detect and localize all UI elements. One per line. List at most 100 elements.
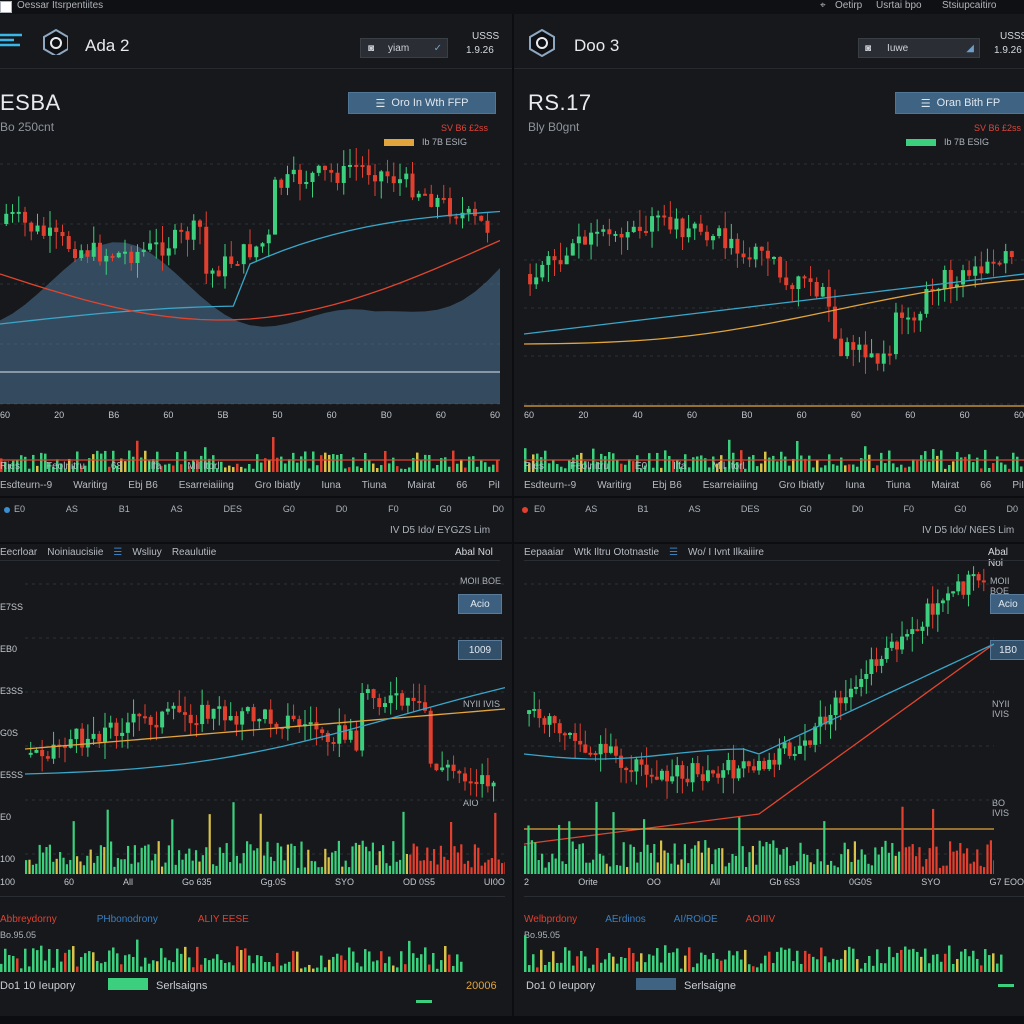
ctrl-labels-1[interactable]: AS <box>65 504 78 514</box>
ctrl-labels-0[interactable]: E0 <box>534 504 546 514</box>
tab-labels-3[interactable]: Esarreiaiiing <box>178 480 234 491</box>
tag-button-1[interactable]: Acio <box>458 594 502 614</box>
candle-body <box>29 222 34 232</box>
tab-labels-9[interactable]: PiI <box>1012 480 1024 491</box>
volume-bar <box>456 954 459 972</box>
x-tick-label: All <box>710 877 721 887</box>
ctrl-labels-4[interactable]: DES <box>740 504 760 514</box>
tab-labels-4[interactable]: Gro Ibiatly <box>254 480 301 491</box>
tag-button-2[interactable]: 1B0 <box>990 640 1024 660</box>
ctrl-labels-5[interactable]: G0 <box>799 504 812 514</box>
topbar-right-text-1[interactable]: Oetirp <box>835 0 863 11</box>
ctrl-labels-8[interactable]: G0 <box>439 504 452 514</box>
volume-bar <box>144 845 147 874</box>
tab-labels-4[interactable]: Gro Ibiatly <box>778 480 825 491</box>
volume-bar <box>428 454 431 472</box>
x-tick-label: 20 <box>54 410 65 420</box>
tab-labels-1[interactable]: Waritirg <box>73 480 108 491</box>
tab-labels-6[interactable]: Tiuna <box>885 480 911 491</box>
status-labels-2[interactable]: 68 <box>110 461 123 472</box>
tab-labels-8[interactable]: 66 <box>980 480 992 491</box>
candlestick-chart[interactable] <box>0 144 500 424</box>
candle-body <box>848 688 853 698</box>
x-tick-label: 50 <box>272 410 283 420</box>
ctrl-labels-8[interactable]: G0 <box>954 504 967 514</box>
volume-bar <box>84 953 87 972</box>
toolbar-select[interactable]: ◙ yiam ✓ <box>360 38 448 58</box>
ctrl-labels-9[interactable]: D0 <box>492 504 504 514</box>
tab-1[interactable]: Eecrloar <box>0 547 38 558</box>
status-labels-1[interactable]: Feolnitru <box>570 461 609 472</box>
candlestick-chart[interactable] <box>524 564 994 874</box>
toolbar-select[interactable]: ◙ Iuwe ◢ <box>858 38 980 58</box>
tab-1[interactable]: Eepaaiar <box>524 547 565 558</box>
volume-bar <box>720 455 723 472</box>
tab-3[interactable]: Wsliuy <box>132 547 162 558</box>
status-labels-4[interactable]: Mil Itorl <box>712 461 745 472</box>
ctrl-labels-6[interactable]: D0 <box>851 504 864 514</box>
status-labels-4[interactable]: Mil Itorl <box>187 461 220 472</box>
checkbox-icon[interactable] <box>0 1 12 13</box>
volume-bar <box>196 459 199 472</box>
ctrl-labels-4[interactable]: DES <box>223 504 243 514</box>
tab-labels-1[interactable]: Waritirg <box>597 480 632 491</box>
status-labels-3[interactable]: Ilfa <box>673 461 687 472</box>
volume-bar <box>748 964 751 972</box>
ctrl-labels-0[interactable]: E0 <box>14 504 26 514</box>
ctrl-labels-1[interactable]: AS <box>585 504 598 514</box>
tab-labels-7[interactable]: Mairat <box>931 480 960 491</box>
tab-labels-6[interactable]: Tiuna <box>361 480 387 491</box>
tab-labels-2[interactable]: Ebj B6 <box>128 480 158 491</box>
volume-bar <box>380 951 383 972</box>
tag-button-1[interactable]: Acio <box>990 594 1024 614</box>
tab-labels-5[interactable]: Iuna <box>845 480 865 491</box>
tab-2[interactable]: Noiniaucisiie <box>47 547 104 558</box>
volume-bar <box>191 860 194 874</box>
candlestick-chart[interactable] <box>524 144 1024 424</box>
candle-body <box>251 707 256 722</box>
ctrl-labels-7[interactable]: F0 <box>388 504 399 514</box>
control-row: E0 AS B1 AS DES G0 D0 F0 G0 D0 <box>534 504 1018 514</box>
volume-bar <box>419 860 422 874</box>
tab-3[interactable]: Wo/ I Ivnt Ilkaiiire <box>688 547 764 558</box>
tab-labels-0[interactable]: Esdteurn--9 <box>524 480 577 491</box>
tab-2[interactable]: Wtk Iltru Ototnastie <box>574 547 660 558</box>
volume-bar <box>188 957 191 972</box>
topbar-right-text-3[interactable]: Stsiupcaitiro <box>942 0 997 11</box>
volume-bar <box>376 960 379 972</box>
status-labels-0[interactable]: Ries <box>524 461 545 472</box>
ctrl-labels-7[interactable]: F0 <box>903 504 915 514</box>
tab-labels-7[interactable]: Mairat <box>407 480 436 491</box>
open-order-button[interactable]: ☰ Oran Bith FP <box>895 92 1024 114</box>
topbar-right-text-2[interactable]: Usrtai bpo <box>876 0 922 11</box>
ctrl-labels-3[interactable]: AS <box>688 504 701 514</box>
status-labels-2[interactable]: E0 <box>634 461 648 472</box>
tab-labels-2[interactable]: Ebj B6 <box>652 480 682 491</box>
open-order-button[interactable]: ☰ Oro In Wth FFP <box>348 92 496 114</box>
tab-labels-0[interactable]: Esdteurn--9 <box>0 480 53 491</box>
volume-bar <box>232 802 235 874</box>
ctrl-labels-3[interactable]: AS <box>170 504 183 514</box>
tag-button-2[interactable]: 1009 <box>458 640 502 660</box>
candle-body <box>143 716 147 719</box>
ctrl-labels-2[interactable]: B1 <box>118 504 130 514</box>
volume-bar <box>704 954 707 972</box>
tab-labels-3[interactable]: Esarreiaiiing <box>702 480 758 491</box>
status-labels-0[interactable]: Ries <box>0 461 21 472</box>
candle-body <box>967 270 972 276</box>
tab-labels-8[interactable]: 66 <box>456 480 468 491</box>
volume-bar <box>936 954 939 972</box>
candle-body <box>41 225 46 236</box>
status-labels-1[interactable]: Feolnitru <box>46 461 85 472</box>
tab-labels-5[interactable]: Iuna <box>321 480 341 491</box>
ctrl-labels-9[interactable]: D0 <box>1006 504 1018 514</box>
volume-bar <box>356 962 359 972</box>
tab-4[interactable]: Reaulutiie <box>171 547 217 558</box>
volume-bar <box>648 453 651 472</box>
ctrl-labels-6[interactable]: D0 <box>335 504 348 514</box>
ctrl-labels-5[interactable]: G0 <box>282 504 295 514</box>
status-labels-3[interactable]: Ilfa <box>148 461 162 472</box>
candlestick-chart[interactable] <box>25 564 505 874</box>
tab-labels-9[interactable]: PiI <box>488 480 500 491</box>
ctrl-labels-2[interactable]: B1 <box>637 504 649 514</box>
